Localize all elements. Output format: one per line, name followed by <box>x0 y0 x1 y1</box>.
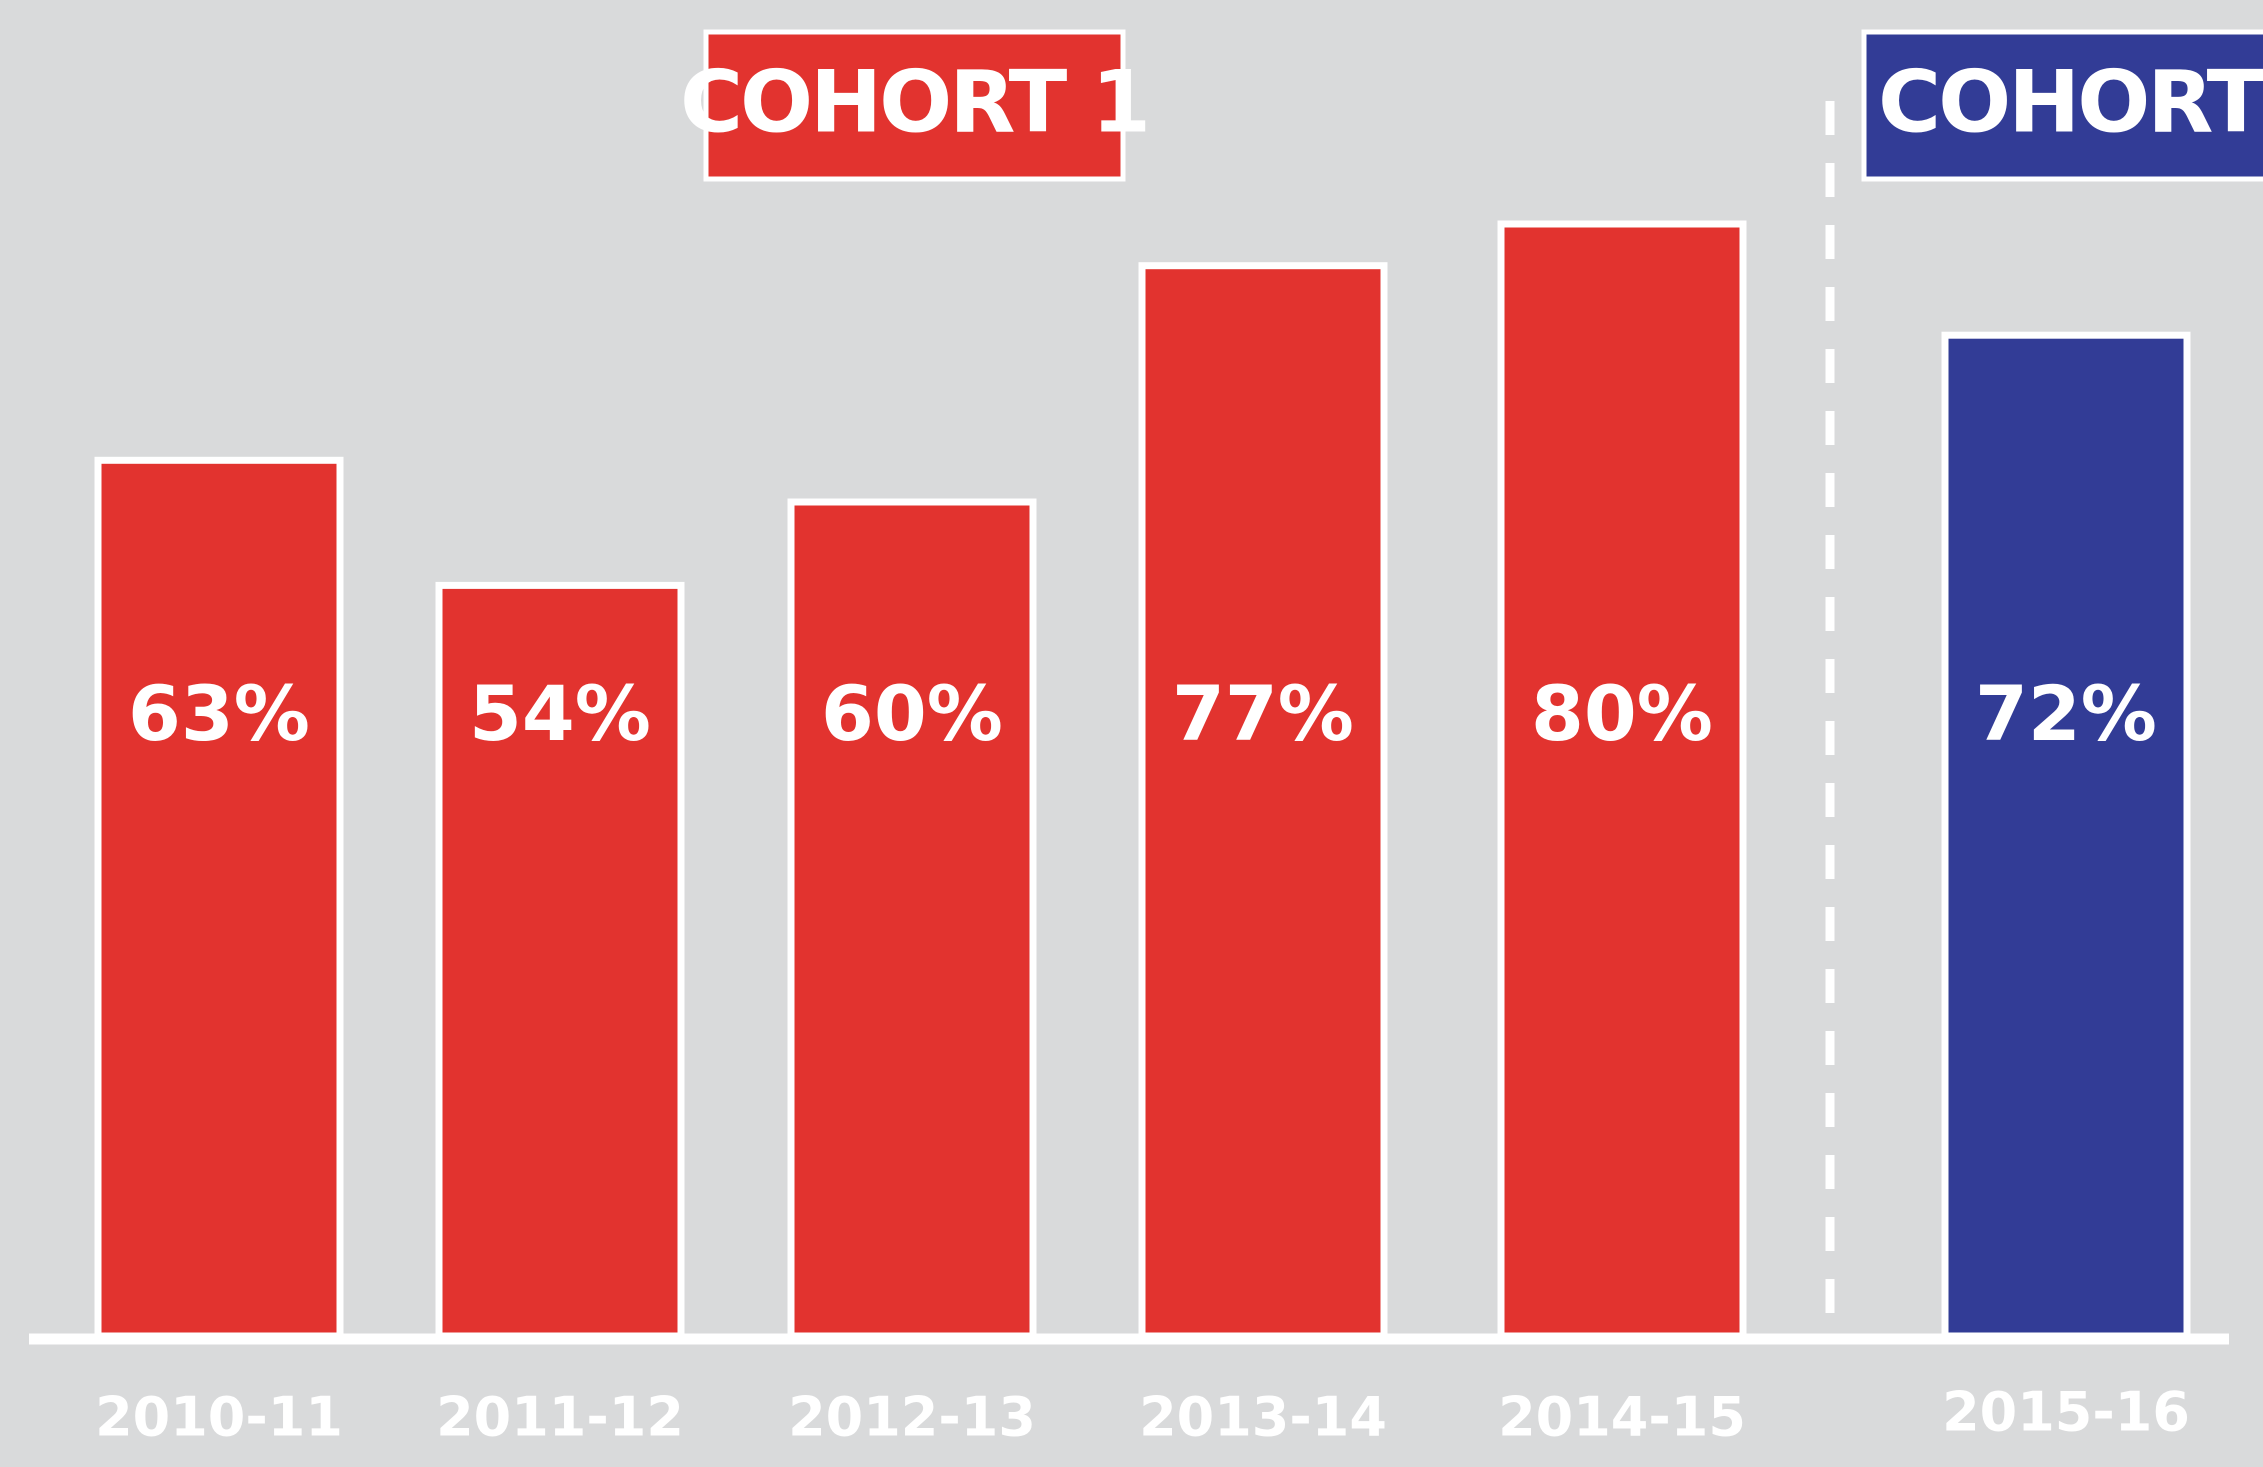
value-label: 63% <box>128 669 310 758</box>
x-tick-label: 2015-16 <box>1942 1381 2190 1444</box>
cohort-box <box>703 29 1126 182</box>
value-label: 60% <box>821 669 1003 758</box>
bar <box>94 456 344 1340</box>
x-tick-label: 2014-15 <box>1498 1386 1746 1449</box>
cohort-label: COHORT 2 <box>1878 52 2263 152</box>
value-label: 80% <box>1531 669 1713 758</box>
value-label: 77% <box>1172 669 1354 758</box>
cohort-box <box>1861 29 2263 182</box>
bar <box>1497 220 1747 1340</box>
value-label: 72% <box>1975 669 2157 758</box>
bar <box>1941 331 2191 1340</box>
bar <box>1138 262 1388 1340</box>
x-tick-label: 2010-11 <box>95 1386 343 1449</box>
x-tick-label: 2013-14 <box>1139 1386 1387 1449</box>
value-label: 54% <box>469 669 651 758</box>
bar <box>435 581 685 1340</box>
x-tick-label: 2011-12 <box>436 1386 684 1449</box>
bar <box>787 498 1037 1340</box>
x-tick-label: 2012-13 <box>788 1386 1036 1449</box>
cohort-label: COHORT 1 <box>680 52 1148 152</box>
